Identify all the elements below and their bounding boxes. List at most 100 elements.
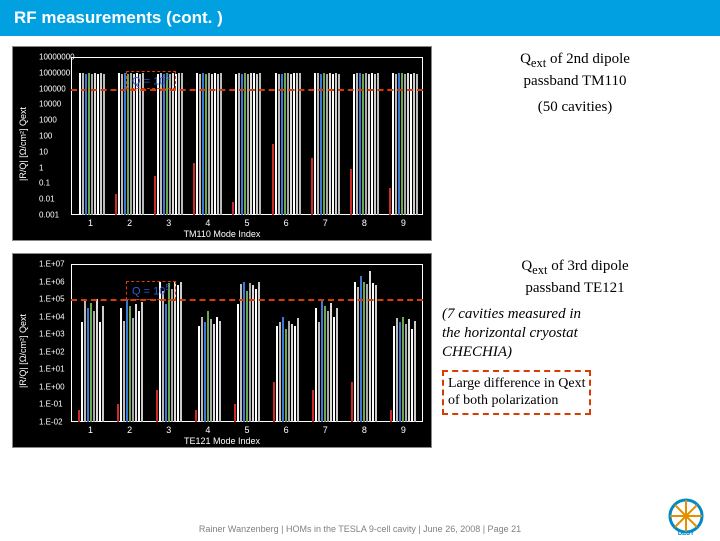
bar bbox=[85, 74, 87, 215]
bar bbox=[272, 144, 274, 215]
bar-group bbox=[267, 264, 306, 422]
bar bbox=[88, 73, 90, 215]
bar bbox=[407, 73, 409, 215]
bar bbox=[115, 194, 117, 215]
bar bbox=[237, 304, 239, 422]
bar bbox=[375, 285, 377, 422]
bar bbox=[390, 410, 392, 422]
bar bbox=[99, 322, 101, 422]
bar-group bbox=[384, 57, 423, 215]
y-tick: 100 bbox=[39, 132, 52, 141]
bar bbox=[365, 73, 367, 215]
bar bbox=[279, 322, 281, 422]
bar bbox=[198, 326, 200, 422]
bar-group bbox=[345, 264, 384, 422]
bar-group bbox=[71, 264, 110, 422]
bar bbox=[157, 74, 159, 215]
plot-area bbox=[71, 264, 423, 422]
caption-1-line1: Qext of 2nd dipole bbox=[520, 51, 630, 67]
footer: Rainer Wanzenberg | HOMs in the TESLA 9-… bbox=[0, 524, 720, 534]
bar bbox=[121, 74, 123, 215]
bar bbox=[100, 73, 102, 215]
bar bbox=[132, 318, 134, 422]
bar bbox=[416, 74, 418, 215]
bar bbox=[208, 73, 210, 215]
bar bbox=[207, 311, 209, 422]
bar bbox=[211, 74, 213, 215]
row-chart-1: |R/Q| [Ω/cm²] Qext1000000010000001000001… bbox=[12, 46, 708, 241]
bar bbox=[219, 321, 221, 422]
x-tick: 2 bbox=[127, 425, 132, 435]
bar bbox=[123, 321, 125, 422]
bar bbox=[320, 74, 322, 215]
bar bbox=[193, 163, 195, 215]
bar-group bbox=[227, 57, 266, 215]
x-tick: 7 bbox=[323, 425, 328, 435]
bar bbox=[117, 404, 119, 422]
x-tick: 6 bbox=[284, 218, 289, 228]
bar bbox=[299, 73, 301, 215]
bar bbox=[180, 282, 182, 422]
bar bbox=[294, 326, 296, 422]
caption-1-title: Qext of 2nd dipole passband TM110 bbox=[442, 50, 708, 90]
bar bbox=[330, 303, 332, 422]
y-tick: 1 bbox=[39, 163, 43, 172]
bar bbox=[177, 285, 179, 422]
bar bbox=[336, 308, 338, 422]
q-threshold-line bbox=[71, 299, 423, 301]
bar bbox=[414, 321, 416, 422]
q-threshold-label: Q = 105 bbox=[126, 71, 176, 90]
x-tick: 5 bbox=[244, 218, 249, 228]
caption-2-line1: Qext of 3rd dipole bbox=[521, 258, 628, 274]
bar bbox=[126, 299, 128, 422]
y-tick: 1.E+07 bbox=[39, 260, 65, 269]
bar bbox=[238, 73, 240, 215]
bar bbox=[196, 73, 198, 215]
bar bbox=[244, 73, 246, 215]
bar bbox=[138, 311, 140, 422]
x-tick: 1 bbox=[88, 425, 93, 435]
bar bbox=[214, 73, 216, 215]
bar bbox=[315, 308, 317, 422]
bar bbox=[178, 73, 180, 215]
callout-text: Large difference in Qextof both polariza… bbox=[442, 370, 591, 415]
bar bbox=[369, 271, 371, 422]
bar bbox=[118, 73, 120, 215]
bar bbox=[354, 282, 356, 422]
bar bbox=[87, 308, 89, 422]
bar-group bbox=[71, 57, 110, 215]
bar bbox=[129, 306, 131, 422]
bar bbox=[156, 390, 158, 422]
y-tick: 1.E-01 bbox=[39, 400, 63, 409]
bar bbox=[296, 73, 298, 215]
y-axis-label: |R/Q| [Ω/cm²] Qext bbox=[18, 107, 28, 181]
bar bbox=[127, 74, 129, 215]
bar bbox=[408, 319, 410, 422]
bar bbox=[139, 74, 141, 215]
bar bbox=[103, 74, 105, 215]
bar bbox=[163, 74, 165, 215]
row-chart-2: |R/Q| [Ω/cm²] Qext1.E+071.E+061.E+051.E+… bbox=[12, 253, 708, 448]
bar bbox=[154, 176, 156, 215]
bar bbox=[362, 74, 364, 215]
bar-group bbox=[188, 57, 227, 215]
bar bbox=[96, 299, 98, 422]
bar-group bbox=[227, 264, 266, 422]
bar bbox=[329, 73, 331, 215]
bar bbox=[255, 289, 257, 422]
bar bbox=[363, 282, 365, 422]
y-tick: 10000000 bbox=[39, 53, 75, 62]
bar bbox=[78, 410, 80, 422]
page-title: RF measurements (cont. ) bbox=[14, 8, 223, 28]
bar bbox=[130, 73, 132, 215]
bar bbox=[333, 317, 335, 422]
side-text-1: Qext of 2nd dipole passband TM110 (50 ca… bbox=[442, 46, 708, 125]
x-tick: 4 bbox=[205, 425, 210, 435]
bar bbox=[102, 306, 104, 422]
bar bbox=[399, 322, 401, 422]
side-text-2: Qext of 3rd dipole passband TE121 (7 cav… bbox=[442, 253, 708, 423]
bar bbox=[401, 73, 403, 215]
bar bbox=[393, 326, 395, 422]
bar bbox=[81, 322, 83, 422]
bar bbox=[312, 390, 314, 422]
